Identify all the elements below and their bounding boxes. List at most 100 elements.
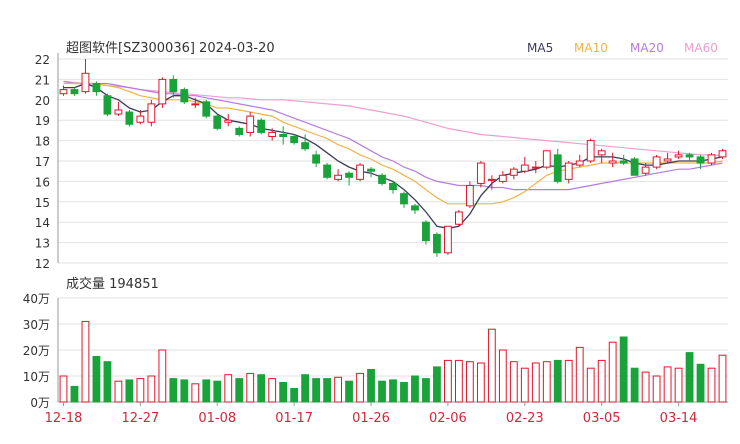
candle-body [444,225,452,254]
candle [81,59,90,94]
candle [301,134,310,151]
price-tick-label: 20 [35,94,50,108]
candle-body [487,178,496,181]
candlesticks [59,59,727,257]
candle [345,171,353,186]
candle [520,156,529,174]
volume-bar [520,367,529,403]
candle [213,114,222,131]
volume-axis-labels: 40万 30万 20万 10万 0万 [23,292,50,410]
candle [619,154,628,166]
volume-title: 成交量 194851 [66,276,159,292]
candle [641,163,650,176]
candle-body [465,184,474,207]
candle [476,161,485,188]
candle [608,152,617,168]
price-tick-label: 15 [35,196,50,210]
candle [334,169,342,182]
volume-bar [367,369,375,403]
candle [59,85,68,96]
candle [268,128,277,141]
candle [444,225,452,255]
candle [487,175,496,190]
candle-body [685,154,694,158]
price-tick-label: 19 [35,114,50,128]
candle-body [433,233,441,254]
candle-body [312,154,321,164]
volume-bar [707,367,716,403]
candle [389,181,397,194]
candle [411,203,419,215]
volume-bar [323,378,332,403]
candle-body [147,103,156,123]
volume-bar [356,372,364,403]
candle [674,150,683,159]
price-tick-label: 12 [35,257,50,271]
date-tick-label: 03-14 [660,411,698,426]
volume-bar [70,385,79,403]
candle [465,181,474,208]
candle-body [608,160,617,164]
candle [531,161,540,174]
volume-bar [597,359,606,403]
candle-body [323,164,332,178]
candle-body [70,89,79,95]
date-tick-label: 03-05 [583,411,621,426]
candle-body [411,205,419,211]
price-tick-label: 13 [35,237,50,251]
candle-body [224,119,233,123]
candle-body [257,119,266,133]
volume-bar [103,361,112,403]
date-tick-label: 01-17 [275,411,313,426]
price-tick-label: 22 [35,53,50,67]
candle [630,156,639,176]
candle-body [718,150,727,158]
candle-body [575,160,584,166]
candle-body [169,78,178,93]
candle-body [707,154,716,164]
volume-bar [433,366,441,403]
chart-title: 超图软件[SZ300036] 2024-03-20 [66,41,275,56]
candle-body [564,162,573,180]
date-tick-label: 12-27 [121,411,159,426]
volume-bar [553,359,562,403]
candle-body [400,193,408,205]
candle-body [454,211,463,225]
candle [707,152,716,166]
price-tick-label: 14 [35,216,50,230]
volume-bar [663,366,672,403]
volume-bar [696,363,705,403]
candle-body [81,72,90,93]
volume-bar [411,375,419,403]
volume-bar [487,328,496,403]
volume-bar [389,379,397,403]
candle [191,97,200,108]
volume-bar [542,361,551,403]
volume-bar [718,354,727,403]
candle-body [531,166,540,169]
date-tick-label: 01-08 [198,411,236,426]
candle [70,87,79,96]
volume-bar [290,387,299,403]
candle [180,87,189,104]
candle-body [136,115,145,123]
candle-body [235,127,244,135]
candle-body [663,158,672,162]
volume-bar [92,356,101,403]
candle-body [367,168,375,172]
candle [685,152,694,161]
volume-bar [213,380,222,403]
volume-bar [564,359,573,403]
volume-bar [334,376,342,403]
volume-bar [158,349,167,403]
candle [367,167,375,178]
candle [575,154,584,168]
volume-bars [59,320,727,403]
volume-bar [246,372,255,403]
volume-bar [125,379,134,403]
candle-body [180,89,189,103]
volume-bar [136,378,145,403]
volume-bar [685,352,694,403]
volume-bar [235,378,244,403]
candle [169,75,178,98]
